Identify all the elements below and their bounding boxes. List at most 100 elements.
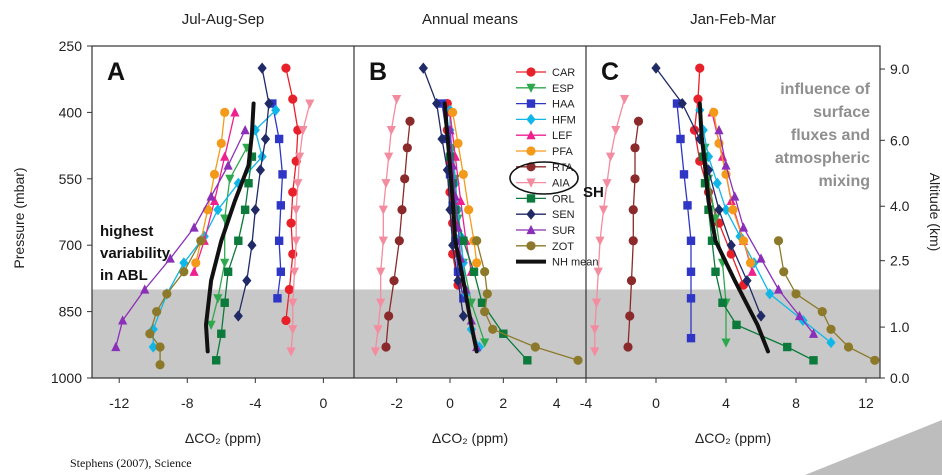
data-point [402, 143, 412, 153]
data-point [288, 298, 298, 308]
flux-note-line: atmospheric [775, 150, 870, 167]
data-point [223, 160, 233, 170]
data-point [220, 151, 230, 161]
legend-label: PFA [552, 146, 573, 158]
data-point [384, 152, 394, 162]
panel-letter-C: C [601, 58, 619, 86]
x-axis-label-A: ΔCO₂ (ppm) [185, 430, 261, 446]
data-point [378, 205, 388, 215]
data-point [482, 289, 492, 299]
series-aia-A [286, 99, 315, 357]
legend-label: NH mean [552, 257, 598, 269]
panel-title-C: Jan-Feb-Mar [690, 11, 776, 28]
legend-label: ORL [552, 193, 575, 205]
data-point [255, 164, 266, 176]
series-line [655, 67, 762, 317]
data-point [773, 284, 784, 294]
data-point [152, 307, 162, 317]
data-point [459, 236, 468, 245]
legend-label: AIA [552, 178, 570, 190]
data-point [756, 253, 766, 263]
panel-A [111, 62, 315, 370]
legend-marker [526, 178, 536, 188]
series-line [676, 102, 692, 339]
data-point [458, 169, 468, 179]
legend-marker [526, 162, 536, 172]
y-tick-label: 250 [59, 38, 83, 54]
data-point [826, 324, 836, 334]
data-point [595, 236, 605, 246]
x-tick-label: -4 [249, 395, 262, 411]
legend-marker [526, 146, 536, 156]
data-point [397, 205, 407, 215]
data-point [686, 333, 696, 343]
data-point [721, 160, 731, 170]
legend-item-nh-mean: NH mean [516, 257, 598, 269]
data-point [260, 133, 271, 145]
data-point [745, 258, 756, 268]
data-point [376, 298, 386, 308]
panel-C [590, 62, 880, 365]
data-point [376, 267, 386, 277]
data-point [242, 275, 252, 287]
series-zot-C [773, 236, 880, 365]
data-point [400, 174, 410, 184]
data-point [695, 63, 705, 73]
series-line [290, 102, 311, 353]
series-zot-B [472, 236, 583, 365]
plot-frame [91, 45, 881, 379]
data-point [686, 267, 696, 276]
abl-note-line: highest [100, 223, 153, 240]
legend-marker [526, 67, 536, 77]
right-y-tick-label: 0.0 [890, 370, 910, 386]
series-line [442, 101, 479, 354]
legend-item-rta: RTA [516, 162, 574, 174]
data-point [276, 267, 286, 276]
data-point [247, 152, 257, 161]
series-line [385, 120, 411, 348]
data-point [191, 258, 201, 268]
data-point [291, 205, 301, 215]
data-point [628, 205, 638, 215]
legend-label: HAA [552, 99, 575, 111]
data-point [530, 342, 540, 352]
legend-label: SUR [552, 225, 575, 237]
data-point [707, 236, 717, 245]
right-y-tick-label: 1.0 [890, 319, 910, 335]
panel-title-A: Jul-Aug-Sep [182, 11, 265, 28]
legend-label: CAR [552, 67, 575, 79]
flux-note-line: influence of [780, 81, 870, 98]
data-point [474, 341, 484, 353]
data-point [453, 275, 463, 287]
abl-note-line: in ABL [100, 267, 148, 284]
data-point [370, 347, 380, 357]
data-point [211, 356, 221, 365]
series-orl-A [211, 152, 257, 365]
data-point [223, 267, 233, 276]
data-point [289, 267, 300, 277]
legend-item-lef: LEF [516, 130, 572, 142]
data-point [791, 289, 801, 299]
data-point [783, 342, 792, 352]
data-point [456, 195, 466, 206]
x-tick-label: 4 [722, 395, 730, 411]
legend-marker [526, 113, 536, 125]
legend-item-esp: ESP [516, 83, 574, 95]
data-point [293, 179, 303, 189]
legend-label: ESP [552, 83, 574, 95]
legend-item-hfm: HFM [516, 113, 576, 126]
legend-marker [526, 99, 536, 108]
data-point [394, 236, 404, 246]
series-rta-C [623, 116, 644, 352]
series-nh-mean-B [442, 101, 479, 354]
legend-marker [526, 194, 536, 203]
x-tick-label: 4 [553, 395, 561, 411]
data-point [162, 289, 172, 299]
x-tick-label: 0 [446, 395, 454, 411]
series-sur-A [111, 125, 250, 352]
data-point [480, 338, 490, 348]
data-point [244, 179, 253, 188]
series-haa-A [268, 99, 287, 303]
right-y-tick-label: 9.0 [890, 61, 910, 77]
